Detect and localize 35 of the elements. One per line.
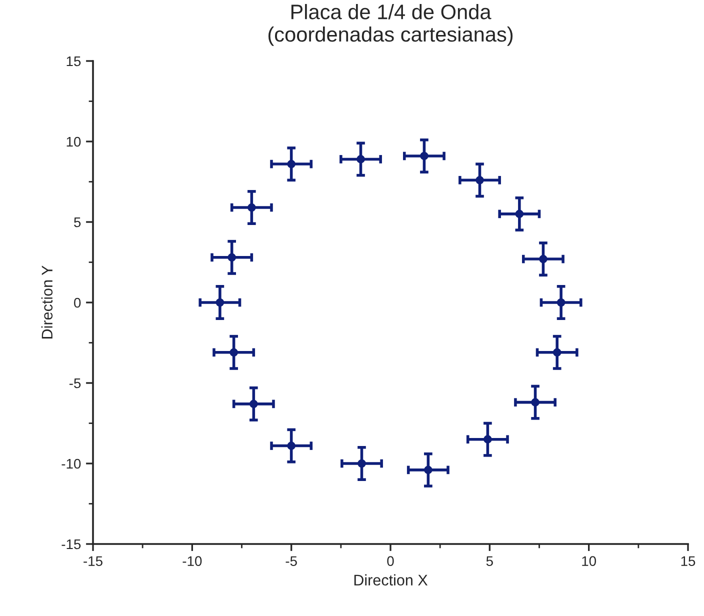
point [248, 203, 256, 212]
x-axis-title: Direction X [354, 574, 428, 586]
point [228, 253, 236, 262]
x-tick-label: -10 [182, 556, 202, 566]
x-tick-label: 15 [681, 556, 696, 566]
y-tick-label: -5 [69, 378, 81, 388]
y-tick-label: 5 [74, 217, 81, 228]
point [539, 254, 548, 264]
x-tick-label: -5 [286, 556, 297, 566]
y-tick-label: 10 [66, 136, 81, 147]
point [420, 152, 428, 160]
point [552, 348, 562, 357]
point [249, 400, 258, 408]
point [287, 442, 296, 450]
point [515, 210, 524, 218]
x-tick-label: 5 [486, 556, 493, 566]
x-tick-label: -15 [84, 556, 102, 566]
point [556, 298, 566, 307]
point [531, 398, 540, 406]
point [230, 348, 238, 357]
chart-title: Placa de 1/4 de Onda (coordenadas cartesianas) [268, 4, 513, 46]
y-axis-title: Direction Y [41, 266, 53, 338]
y-tick-label: -10 [62, 458, 81, 469]
x-tick-label: 0 [387, 556, 394, 566]
point [358, 459, 366, 468]
point [424, 466, 432, 474]
y-tick-label: 0 [74, 298, 81, 308]
y-tick-label: 15 [66, 56, 81, 66]
point [484, 435, 492, 444]
y-tick-label: -15 [62, 539, 81, 550]
point [356, 155, 365, 164]
point [287, 160, 296, 168]
x-tick-label: 10 [582, 556, 596, 566]
point [216, 298, 224, 307]
point [476, 176, 484, 184]
